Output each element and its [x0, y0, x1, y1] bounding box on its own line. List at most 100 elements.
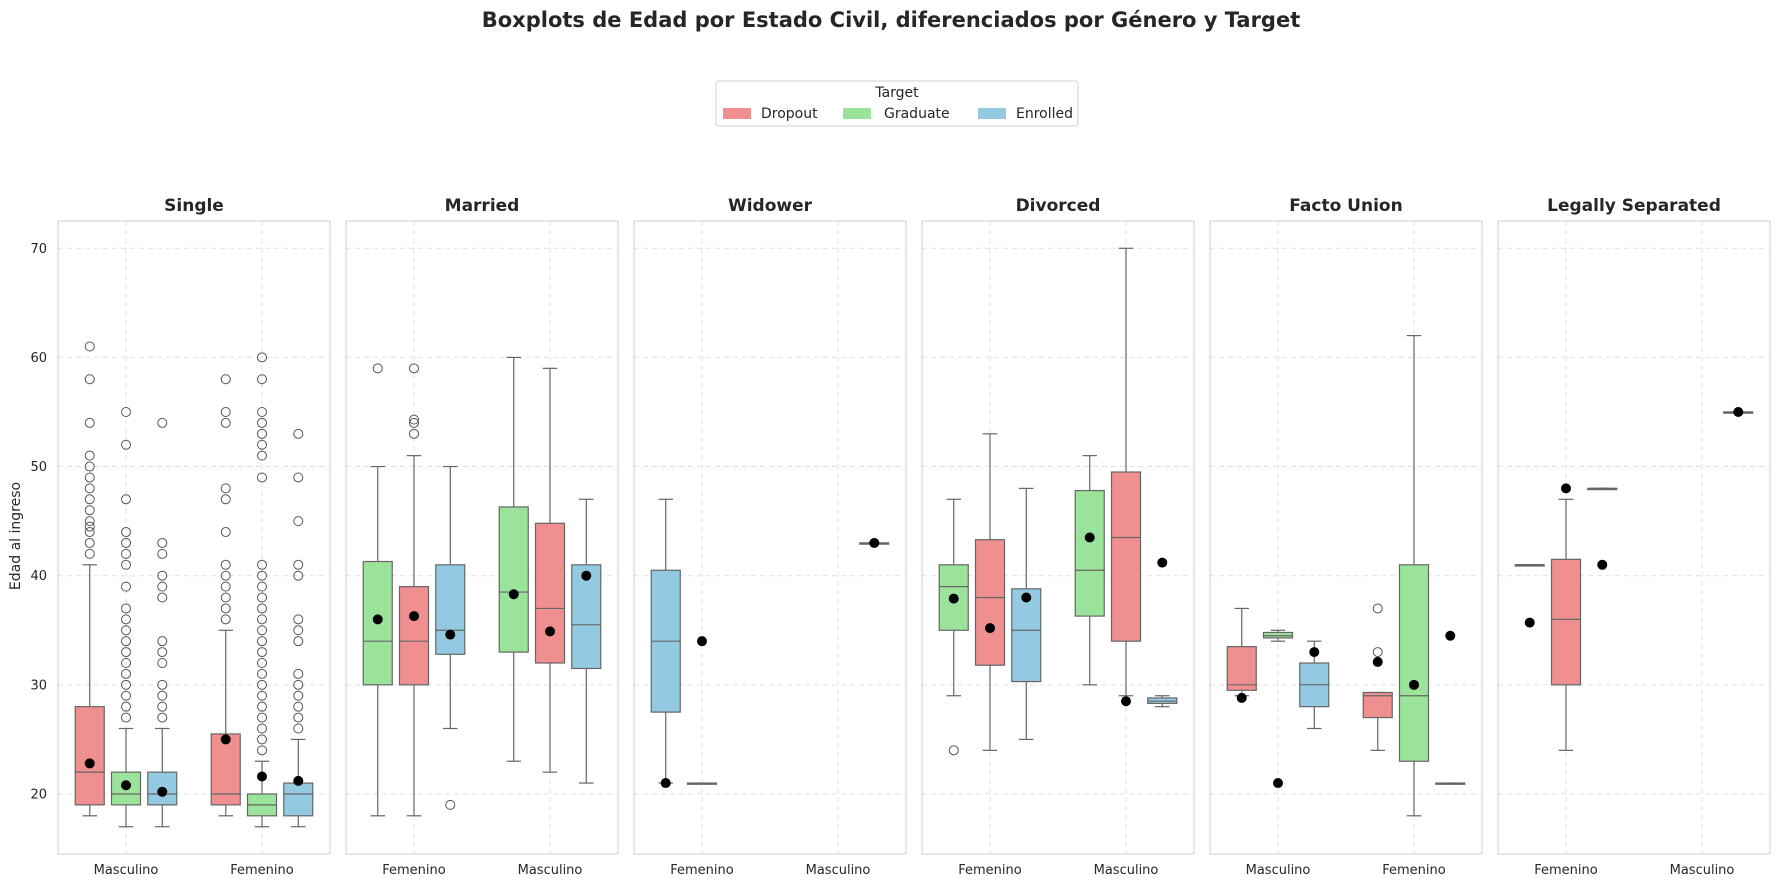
outlier-point: [1372, 603, 1383, 614]
panel-frame: [1209, 220, 1483, 855]
panel-married: Married Femenino Masculino: [345, 196, 619, 878]
box-widower-femenino-graduate: [686, 636, 718, 785]
outlier-point: [293, 428, 304, 439]
outlier-point: [84, 417, 95, 428]
figure-title: Boxplots de Edad por Estado Civil, difer…: [482, 8, 1301, 32]
x-tick-label: Femenino: [1382, 863, 1446, 878]
outlier-point: [121, 647, 131, 658]
outlier-point: [257, 428, 267, 439]
legend-label-dropout: Dropout: [761, 106, 818, 122]
panel-title: Legally Separated: [1547, 196, 1721, 216]
panel-frame: [345, 220, 619, 855]
outlier-point: [84, 450, 95, 461]
outlier-point: [84, 537, 95, 548]
iqr-box: [534, 522, 566, 664]
outlier-point: [293, 690, 304, 701]
mean-point: [985, 623, 995, 634]
outlier-point: [157, 647, 168, 658]
box-single-femenino-enrolled: [283, 428, 314, 828]
outlier-point: [84, 527, 95, 538]
iqr-box: [974, 539, 1006, 666]
box-divorced-masculino-graduate: [1074, 455, 1105, 686]
outlier-point: [84, 461, 95, 472]
outlier-point: [121, 690, 131, 701]
outlier-point: [293, 712, 304, 723]
iqr-box: [1074, 489, 1105, 617]
outlier-point: [157, 537, 168, 548]
outlier-point: [157, 417, 168, 428]
y-tick-label: 40: [30, 569, 47, 584]
outlier-point: [121, 527, 131, 538]
box-married-femenino-dropout: [398, 363, 430, 817]
outlier-point: [293, 625, 304, 636]
iqr-box: [1550, 558, 1582, 686]
outlier-point: [121, 603, 131, 614]
x-tick-label: Masculino: [1670, 863, 1735, 878]
legend: Target Dropout Graduate Enrolled: [715, 80, 1079, 127]
mean-point: [372, 614, 383, 625]
box-legally-separated-masculino-enrolled: [1723, 406, 1754, 417]
outlier-point: [257, 352, 267, 363]
iqr-box: [571, 564, 602, 670]
box-single-masculino-enrolled: [147, 417, 178, 828]
outlier-point: [220, 570, 231, 581]
outlier-point: [157, 570, 168, 581]
outlier-point: [445, 799, 456, 810]
outlier-point: [1372, 647, 1383, 658]
outlier-point: [257, 734, 267, 745]
outlier-point: [121, 537, 131, 548]
outlier-point: [257, 745, 267, 756]
mean-point: [1372, 656, 1383, 667]
mean-point: [1084, 532, 1095, 543]
box-married-femenino-graduate: [362, 363, 393, 817]
outlier-point: [157, 581, 168, 592]
outlier-point: [121, 658, 131, 669]
outlier-point: [293, 570, 304, 581]
mean-point: [948, 593, 959, 604]
y-tick-label: 70: [30, 242, 47, 257]
box-facto-union-femenino-enrolled: [1435, 630, 1466, 785]
mean-point: [660, 778, 671, 789]
outlier-point: [220, 494, 231, 505]
iqr-box: [435, 564, 466, 655]
outlier-point: [220, 559, 231, 570]
mean-point: [1273, 778, 1283, 789]
box-single-femenino-dropout: [210, 374, 241, 817]
y-tick-label: 60: [30, 351, 47, 366]
box-legally-separated-femenino-dropout: [1550, 483, 1582, 751]
box-facto-union-femenino-graduate: [1398, 334, 1430, 817]
mean-point: [445, 629, 456, 640]
outlier-point: [121, 439, 131, 450]
box-facto-union-masculino-enrolled: [1299, 640, 1330, 730]
y-axis-label: Edad al ingreso: [8, 482, 24, 590]
outlier-point: [157, 592, 168, 603]
mean-point: [1597, 559, 1608, 570]
mean-point: [257, 771, 267, 782]
outlier-point: [257, 450, 267, 461]
panel-title: Widower: [728, 196, 813, 216]
iqr-box: [1110, 471, 1142, 642]
y-tick-label: 30: [30, 678, 47, 693]
outlier-point: [293, 559, 304, 570]
mean-point: [697, 636, 707, 647]
iqr-box: [1226, 646, 1257, 691]
mean-point: [409, 611, 419, 622]
panel-title: Married: [445, 196, 520, 216]
x-tick-label: Masculino: [518, 863, 583, 878]
outlier-point: [257, 559, 267, 570]
x-tick-label: Masculino: [806, 863, 871, 878]
outlier-point: [157, 548, 168, 559]
legend-label-graduate: Graduate: [884, 106, 950, 122]
outlier-point: [121, 625, 131, 636]
box-divorced-femenino-enrolled: [1011, 487, 1042, 741]
panel-frame: [57, 220, 331, 855]
x-tick-label: Femenino: [1534, 863, 1598, 878]
outlier-point: [257, 679, 267, 690]
outlier-point: [293, 636, 304, 647]
outlier-point: [293, 472, 304, 483]
outlier-point: [121, 614, 131, 625]
mean-point: [1021, 592, 1032, 603]
outlier-point: [257, 570, 267, 581]
outlier-point: [84, 521, 95, 532]
